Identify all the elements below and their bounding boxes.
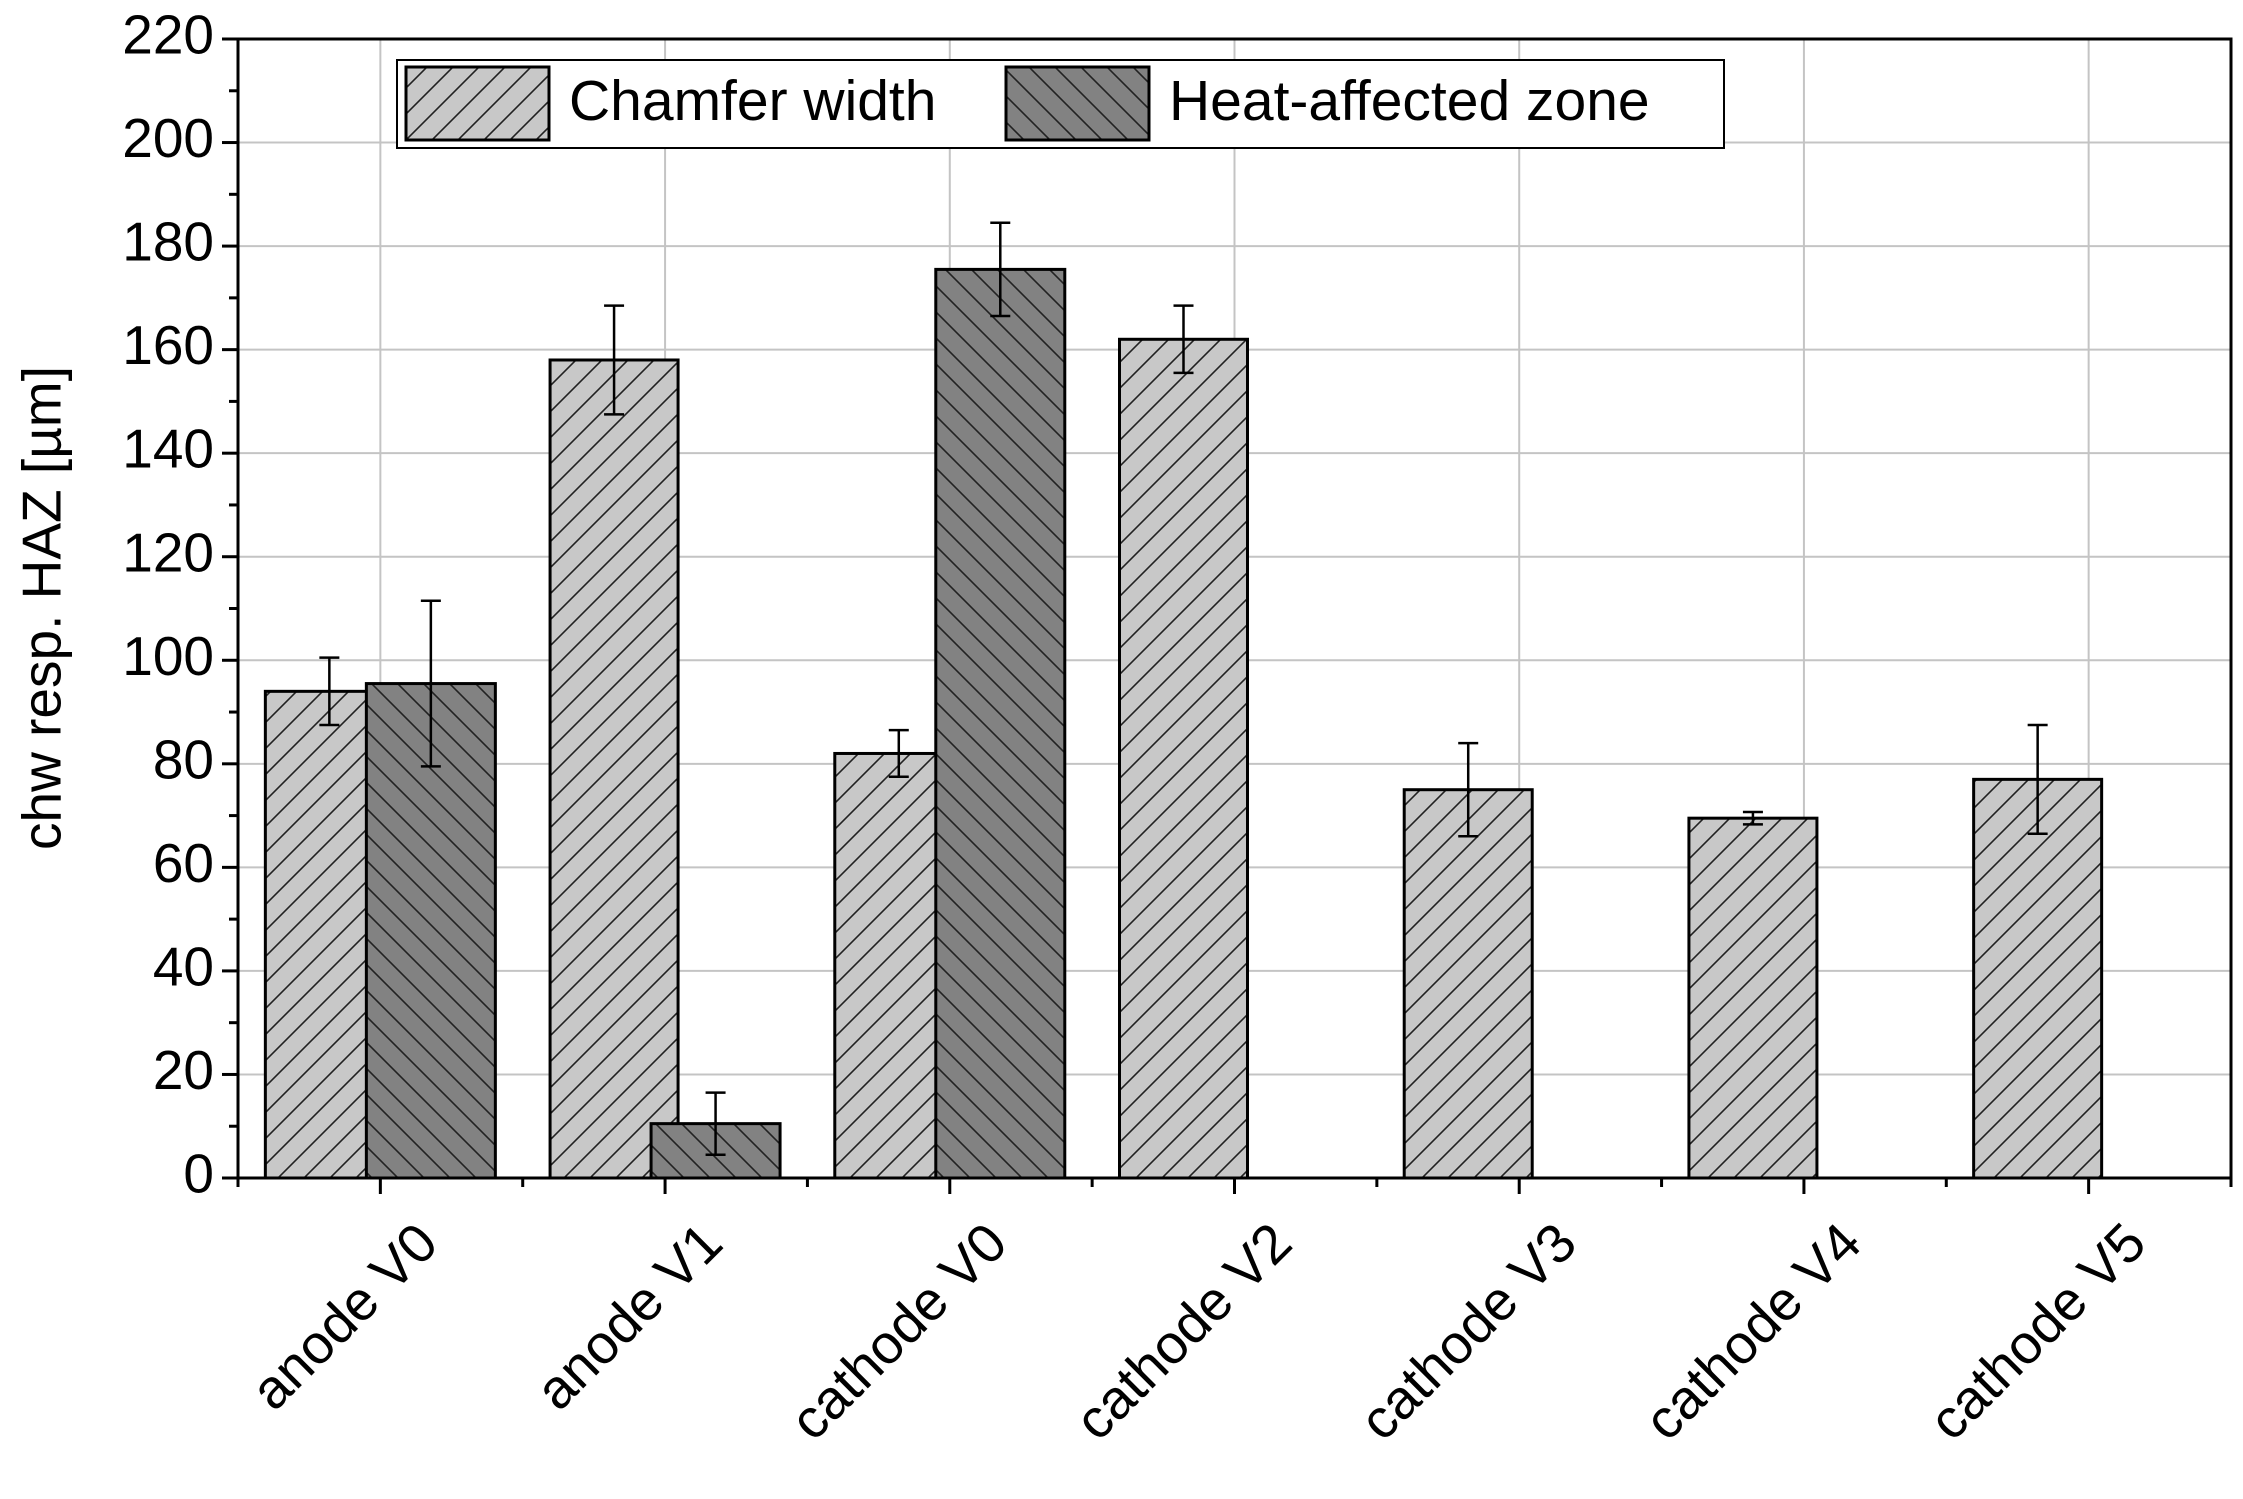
error-bar (319, 656, 340, 727)
legend-swatch (404, 65, 551, 142)
bar (548, 358, 680, 1180)
y-tick-label: 20 (153, 1039, 214, 1101)
y-tick-label: 200 (122, 107, 214, 169)
bar (1687, 816, 1819, 1180)
error-bar (604, 304, 625, 416)
y-tick-label: 220 (122, 4, 214, 66)
y-axis-label: chw resp. HAZ [µm] (11, 366, 73, 850)
y-tick-label: 160 (122, 314, 214, 376)
y-tick-label: 140 (122, 418, 214, 480)
y-tick-label: 80 (153, 728, 214, 790)
bar (1402, 788, 1534, 1180)
legend-swatch (1004, 65, 1151, 142)
y-tick-label: 100 (122, 625, 214, 687)
x-tick-label: cathode V4 (1632, 1211, 1873, 1452)
y-tick-label: 180 (122, 211, 214, 273)
legend-label: Chamfer width (569, 69, 936, 133)
error-bar (1458, 741, 1479, 838)
error-bar (1173, 304, 1194, 375)
error-bar (990, 221, 1011, 318)
error-bar (2027, 723, 2048, 835)
x-tick-label: anode V1 (523, 1211, 733, 1421)
error-bar (1742, 810, 1763, 826)
x-tick-label: anode V0 (239, 1211, 449, 1421)
y-tick-label: 40 (153, 935, 214, 997)
bar (934, 267, 1067, 1180)
legend-label: Heat-affected zone (1169, 69, 1650, 133)
y-tick-label: 60 (153, 832, 214, 894)
bar (1118, 337, 1249, 1180)
x-tick-label: cathode V0 (778, 1211, 1019, 1452)
y-tick-label: 120 (122, 521, 214, 583)
error-bar (420, 599, 441, 768)
bar (1972, 777, 2104, 1180)
error-bar (888, 728, 909, 779)
x-tick-label: cathode V5 (1917, 1211, 2158, 1452)
x-tick-label: cathode V2 (1063, 1211, 1304, 1452)
x-tick-label: cathode V3 (1347, 1211, 1588, 1452)
error-bar (705, 1091, 726, 1156)
y-tick-label: 0 (183, 1143, 214, 1205)
